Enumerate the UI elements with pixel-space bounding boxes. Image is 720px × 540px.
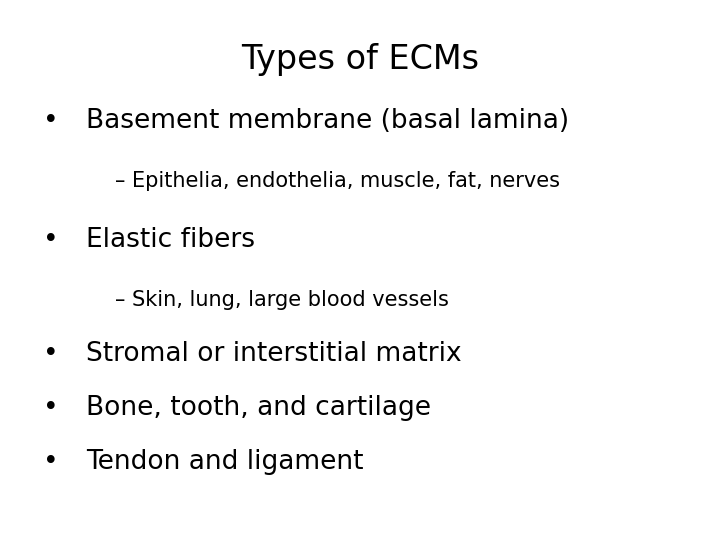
Text: Basement membrane (basal lamina): Basement membrane (basal lamina) bbox=[86, 109, 570, 134]
Text: Tendon and ligament: Tendon and ligament bbox=[86, 449, 364, 475]
Text: Bone, tooth, and cartilage: Bone, tooth, and cartilage bbox=[86, 395, 431, 421]
Text: •: • bbox=[42, 449, 58, 475]
Text: •: • bbox=[42, 341, 58, 367]
Text: •: • bbox=[42, 395, 58, 421]
Text: Stromal or interstitial matrix: Stromal or interstitial matrix bbox=[86, 341, 462, 367]
Text: •: • bbox=[42, 109, 58, 134]
Text: •: • bbox=[42, 227, 58, 253]
Text: – Epithelia, endothelia, muscle, fat, nerves: – Epithelia, endothelia, muscle, fat, ne… bbox=[115, 171, 560, 191]
Text: Types of ECMs: Types of ECMs bbox=[241, 43, 479, 76]
Text: Elastic fibers: Elastic fibers bbox=[86, 227, 256, 253]
Text: – Skin, lung, large blood vessels: – Skin, lung, large blood vessels bbox=[115, 289, 449, 310]
